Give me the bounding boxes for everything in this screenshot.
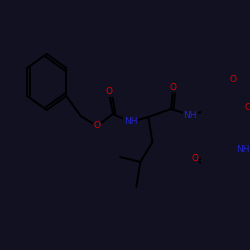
Text: NH: NH: [184, 110, 197, 120]
Text: O: O: [245, 102, 250, 112]
Text: O: O: [106, 88, 112, 96]
Text: O: O: [192, 154, 198, 163]
Text: O: O: [230, 76, 236, 84]
Text: NH: NH: [236, 144, 250, 154]
Text: NH: NH: [124, 118, 138, 126]
Text: O: O: [93, 122, 100, 130]
Text: O: O: [170, 82, 177, 92]
